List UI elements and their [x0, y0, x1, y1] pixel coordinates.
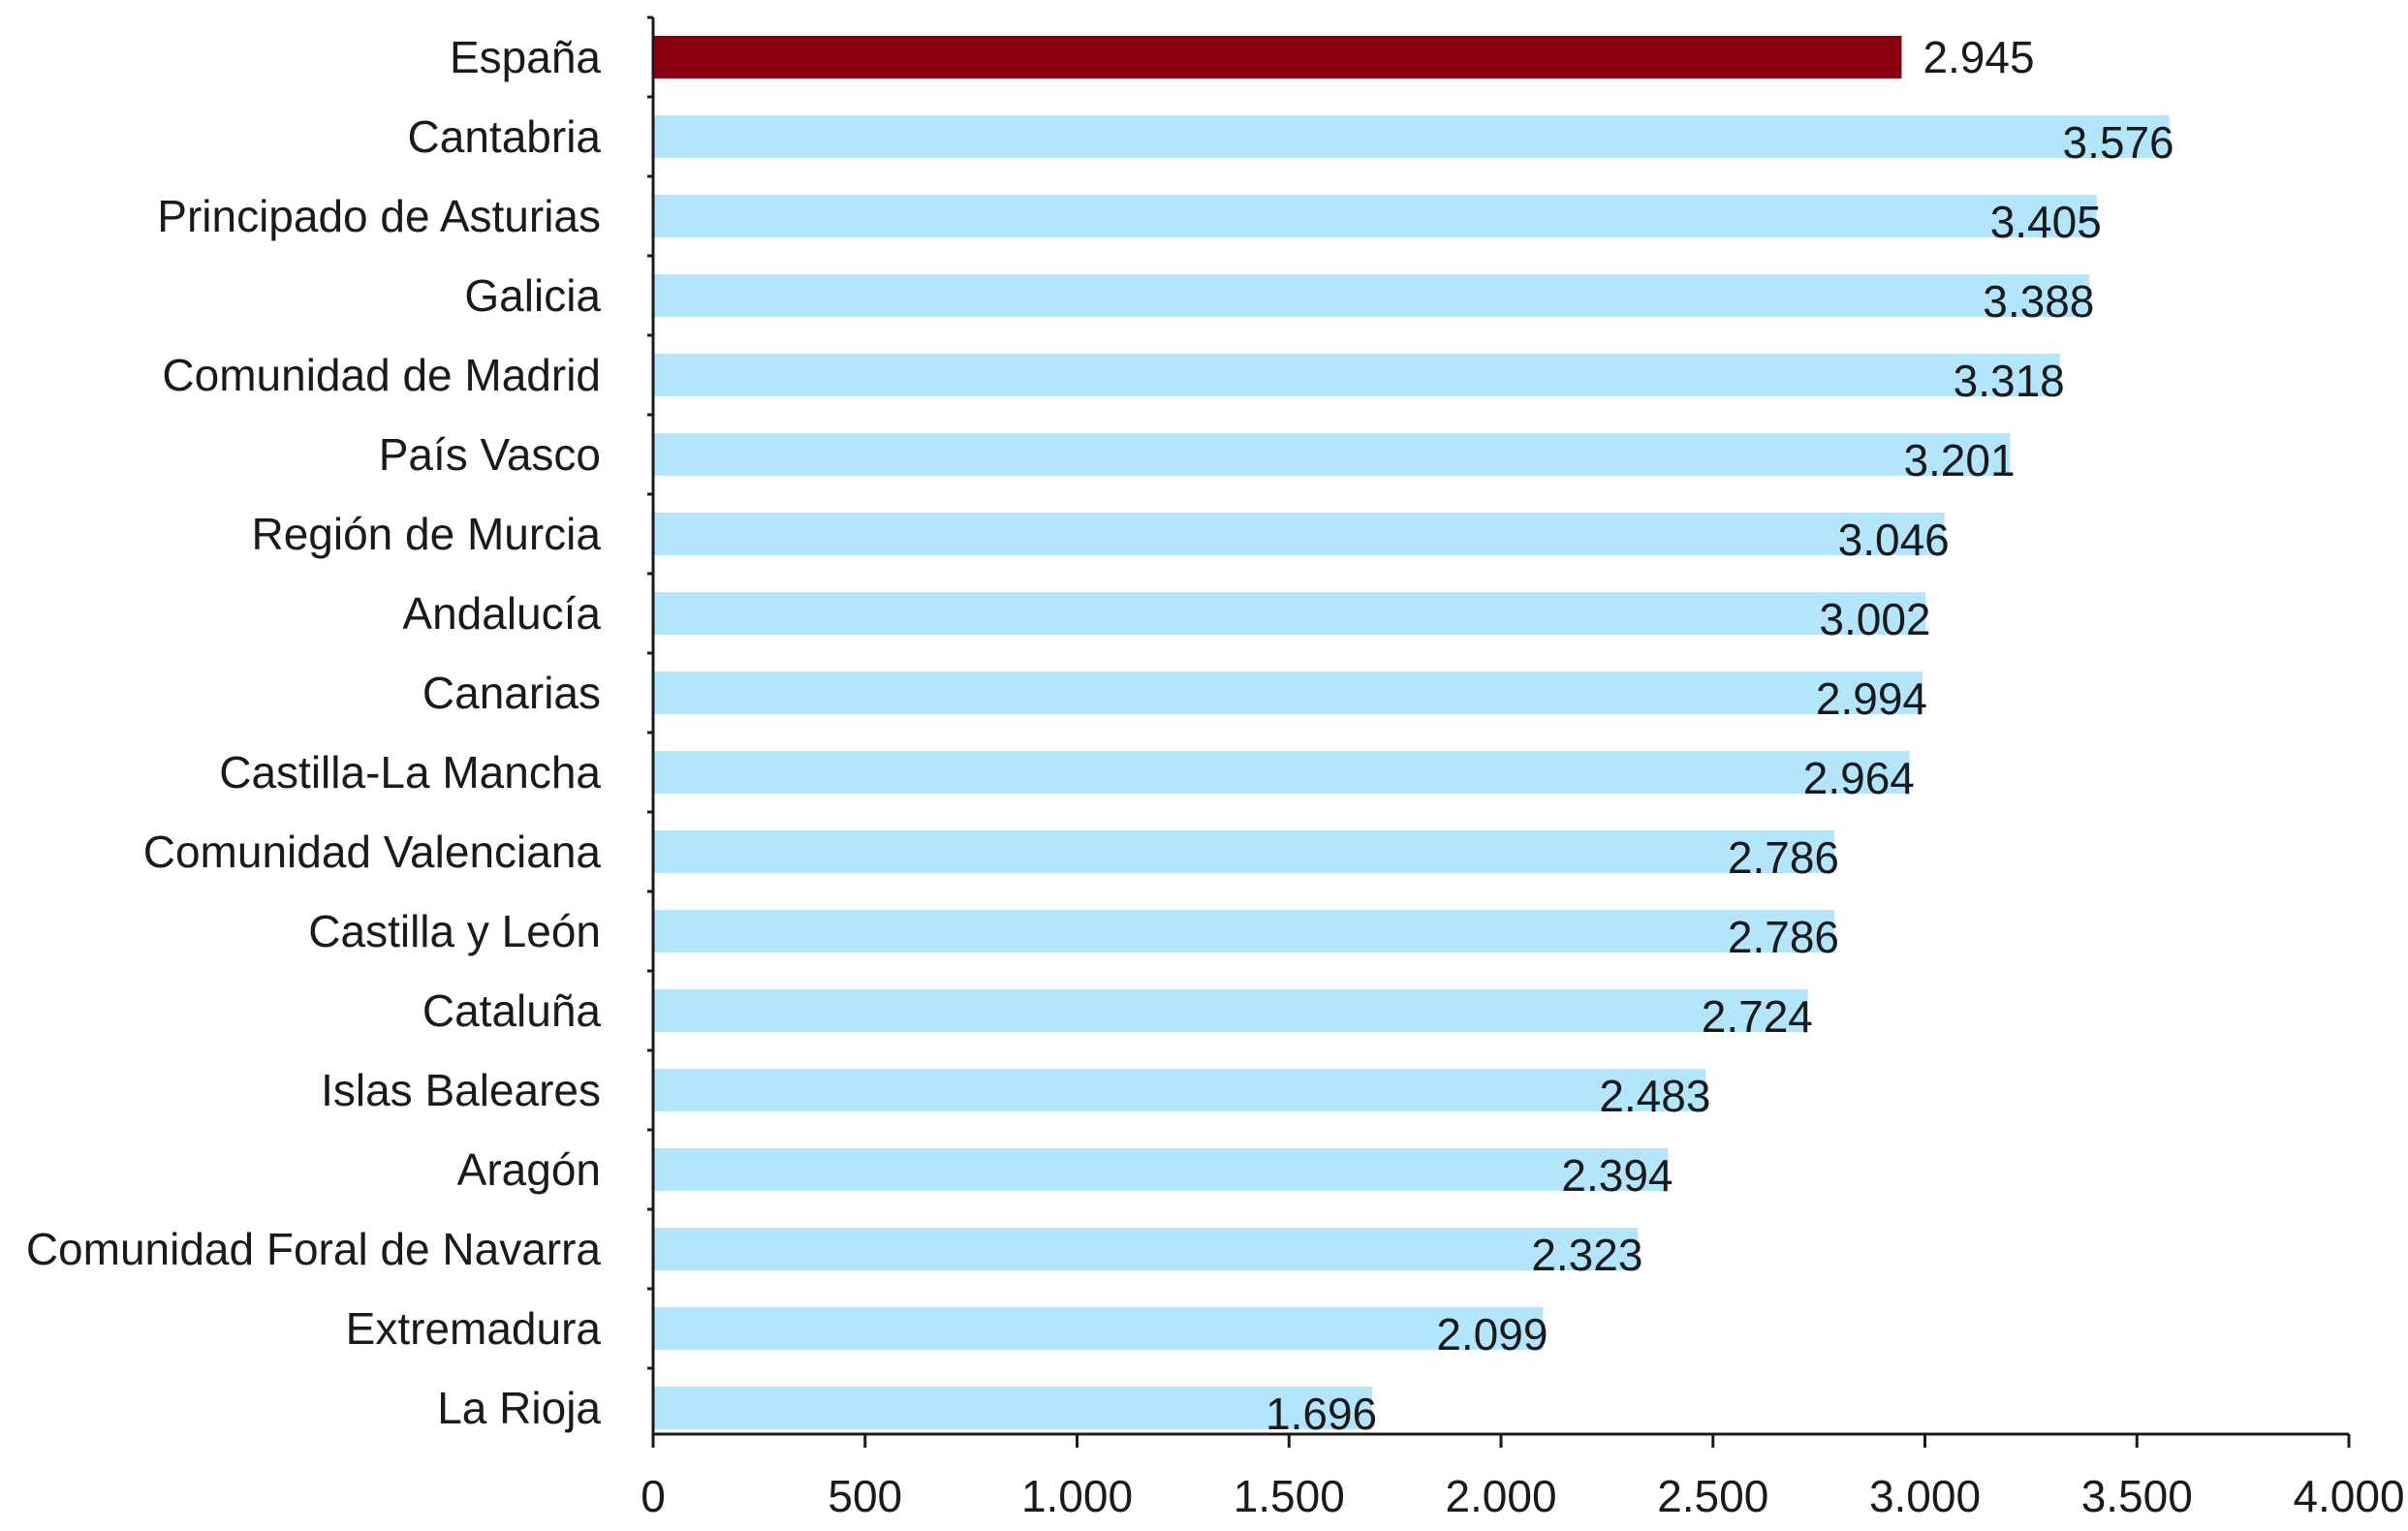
x-tick-label: 1.500: [1234, 1471, 1345, 1521]
category-label: País Vasco: [379, 429, 601, 480]
category-label: España: [450, 32, 601, 82]
bar: [653, 195, 2097, 237]
value-label: 3.388: [1983, 276, 2094, 327]
bar: [653, 751, 1910, 794]
bar: [653, 592, 1926, 635]
category-label: Comunidad Valenciana: [143, 827, 602, 877]
bar: [653, 1069, 1706, 1111]
bar: [653, 115, 2170, 158]
value-label: 3.002: [1819, 594, 1930, 644]
bar-highlight: [653, 36, 1902, 78]
bar: [653, 274, 2090, 317]
value-label: 3.201: [1903, 435, 2015, 485]
bar: [653, 989, 1808, 1032]
category-label: Castilla-La Mancha: [219, 747, 601, 797]
value-label: 1.696: [1266, 1389, 1377, 1439]
category-label: Castilla y León: [308, 906, 601, 956]
category-label: La Rioja: [437, 1383, 601, 1433]
value-label: 2.786: [1728, 912, 1839, 962]
category-label: Cataluña: [422, 985, 602, 1036]
bar: [653, 433, 2011, 476]
value-label: 2.786: [1728, 832, 1839, 883]
x-tick-label: 1.000: [1021, 1471, 1133, 1521]
value-label: 2.994: [1816, 673, 1927, 724]
x-tick-label: 4.000: [2293, 1471, 2404, 1521]
category-label: Comunidad Foral de Navarra: [26, 1224, 602, 1274]
bar: [653, 1387, 1372, 1429]
axes-group: 0 500 1.000 1.500 2.000 2.500 3.000 3.500 4.000: [641, 16, 2405, 1521]
x-tick-label: 2.000: [1445, 1471, 1556, 1521]
bar: [653, 910, 1834, 953]
value-label: 2.724: [1702, 991, 1813, 1042]
bar: [653, 1228, 1639, 1270]
category-label: Aragón: [457, 1144, 601, 1195]
category-label: Región de Murcia: [251, 509, 601, 559]
category-label: Islas Baleares: [321, 1065, 601, 1115]
value-labels-group: 2.945 3.576 3.405 3.388 3.318 3.201 3.046 3.002…: [1266, 32, 2174, 1439]
bar: [653, 513, 1945, 555]
bar: [653, 830, 1834, 873]
bars-group: [653, 36, 2170, 1429]
value-label: 3.046: [1838, 515, 1950, 565]
x-tick-label: 500: [828, 1471, 902, 1521]
value-label: 3.576: [2063, 117, 2174, 168]
value-label: 2.394: [1561, 1150, 1673, 1201]
value-label: 2.483: [1599, 1071, 1710, 1121]
value-label: 2.964: [1803, 753, 1915, 803]
value-label: 2.945: [1923, 32, 2034, 82]
category-label: Galicia: [464, 270, 601, 321]
category-label: Canarias: [422, 668, 601, 718]
bar: [653, 1307, 1544, 1350]
bar: [653, 354, 2060, 396]
value-label: 2.099: [1436, 1309, 1548, 1359]
category-labels-group: España Cantabria Principado de Asturias Gal…: [26, 32, 602, 1433]
value-label: 3.405: [1990, 197, 2102, 247]
bar: [653, 672, 1923, 714]
value-label: 2.323: [1531, 1230, 1642, 1280]
x-tick-label: 0: [641, 1471, 666, 1521]
category-label: Principado de Asturias: [157, 191, 601, 241]
category-label: Extremadura: [346, 1303, 602, 1354]
x-tick-label: 3.500: [2081, 1471, 2193, 1521]
category-label: Cantabria: [408, 111, 602, 162]
x-tick-label: 2.500: [1657, 1471, 1768, 1521]
category-label: Andalucía: [402, 588, 601, 639]
value-label: 3.318: [1954, 356, 2065, 406]
bar: [653, 1148, 1669, 1191]
category-label: Comunidad de Madrid: [162, 350, 601, 400]
x-tick-label: 3.000: [1869, 1471, 1981, 1521]
